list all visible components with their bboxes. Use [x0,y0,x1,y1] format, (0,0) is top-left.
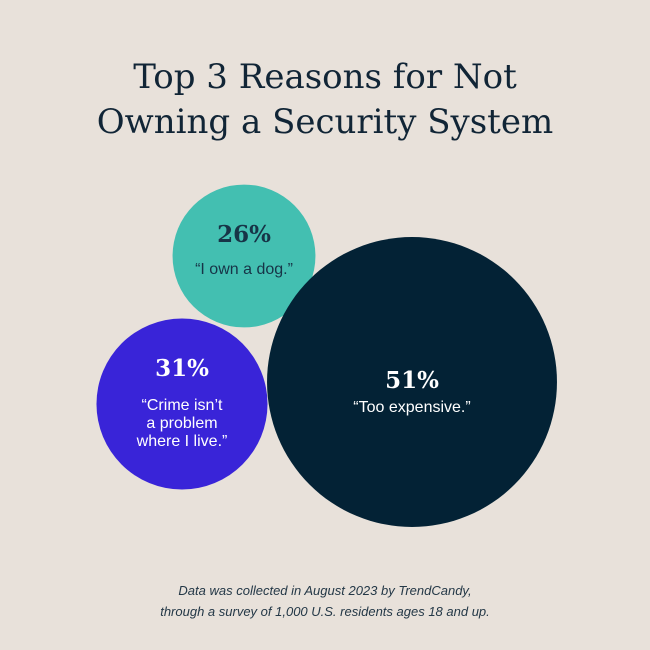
chart-title: Top 3 Reasons for Not Owning a Security … [0,55,650,145]
bubble-51 [267,237,557,527]
bubble-31-reason-line-2: a problem [146,415,217,432]
bubble-group-31: 31% “Crime isn’t a problem where I live.… [96,318,268,490]
bubble-31-reason-line-3: where I live.” [136,433,228,450]
bubble-51-percent-label: 51% [385,367,439,394]
footnote-line-2: through a survey of 1,000 U.S. residents… [160,604,490,619]
bubble-31-percent-label: 31% [155,355,209,382]
bubble-26-reason-line-1: “I own a dog.” [195,261,293,278]
bubble-group-26: 26% “I own a dog.” [172,184,316,328]
chart-title-line-1: Top 3 Reasons for Not [133,57,517,97]
data-source-footnote: Data was collected in August 2023 by Tre… [0,580,650,622]
bubble-31-reason-line-1: “Crime isn’t [142,397,223,414]
footnote-line-1: Data was collected in August 2023 by Tre… [178,583,472,598]
bubble-31 [96,318,268,490]
bubble-51-reason-line-1: “Too expensive.” [353,399,470,416]
bubble-26-percent-label: 26% [217,221,271,248]
chart-title-line-2: Owning a Security System [96,102,554,142]
bubble-group-51: 51% “Too expensive.” [267,237,557,527]
bubble-26 [172,184,316,328]
